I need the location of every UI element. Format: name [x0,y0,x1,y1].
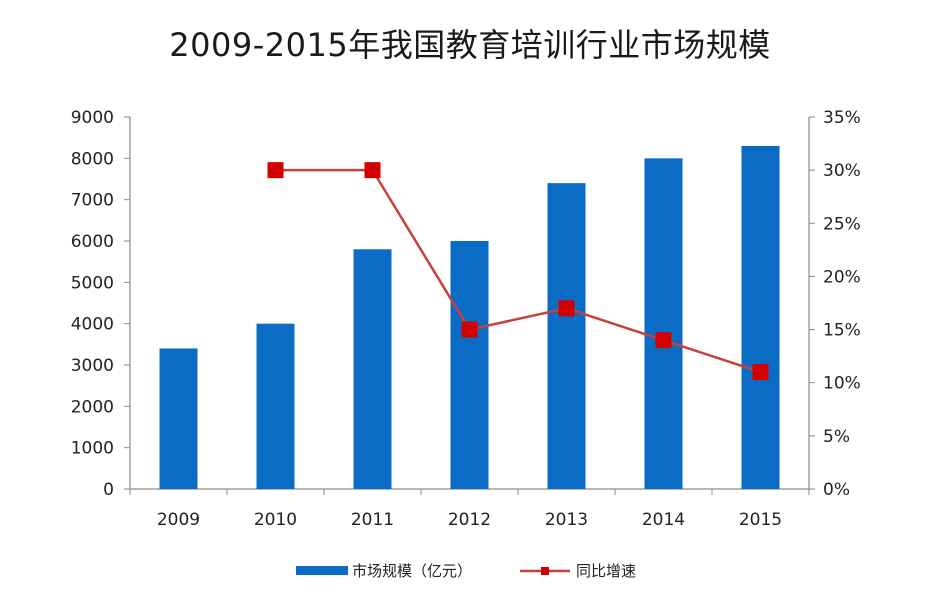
x-tick-label: 2011 [351,510,394,530]
line-marker [558,300,575,317]
line-marker [752,364,769,381]
left-tick-label: 3000 [71,356,114,376]
line-marker [655,332,672,349]
left-tick-label: 6000 [71,232,114,252]
x-tick-label: 2012 [448,510,491,530]
left-tick-label: 7000 [71,191,114,211]
legend: 市场规模（亿元） 同比增速 [296,562,636,580]
tick-labels: 0 1000 2000 3000 4000 5000 6000 7000 8000 9000 0% 5… [71,108,861,530]
left-tick-label: 2000 [71,397,114,417]
x-tick-label: 2013 [545,510,588,530]
x-tick-label: 2015 [739,510,782,530]
line-marker [267,162,284,179]
right-tick-label: 15% [823,321,861,341]
growth-line [275,168,761,374]
bar [256,323,295,489]
left-tick-label: 8000 [71,149,114,169]
right-tick-label: 10% [823,374,861,394]
right-tick-label: 30% [823,161,861,181]
x-tick-label: 2014 [642,510,685,530]
bar [450,241,489,489]
bar [741,145,780,489]
right-tick-label: 0% [823,480,850,500]
chart-title: 2009-2015年我国教育培训行业市场规模 [169,26,771,64]
right-tick-label: 25% [823,214,861,234]
right-tick-label: 5% [823,427,850,447]
line-series [267,162,769,381]
left-tick-label: 1000 [71,439,114,459]
legend-swatch-marker [541,567,549,575]
legend-label-line: 同比增速 [576,562,636,580]
line-marker [364,162,381,179]
bar [353,249,392,489]
line-marker [461,321,478,338]
right-tick-label: 35% [823,108,861,128]
left-tick-label: 9000 [71,108,114,128]
x-tick-label: 2009 [157,510,200,530]
bar-series [159,145,780,490]
left-tick-label: 0 [103,480,114,500]
bar [159,348,198,489]
bar [547,183,586,489]
bar [644,158,683,490]
x-tick-label: 2010 [254,510,297,530]
left-tick-label: 5000 [71,273,114,293]
right-tick-label: 20% [823,267,861,287]
legend-swatch-bar [296,566,348,575]
legend-label-bar: 市场规模（亿元） [352,562,472,580]
left-tick-label: 4000 [71,315,114,335]
